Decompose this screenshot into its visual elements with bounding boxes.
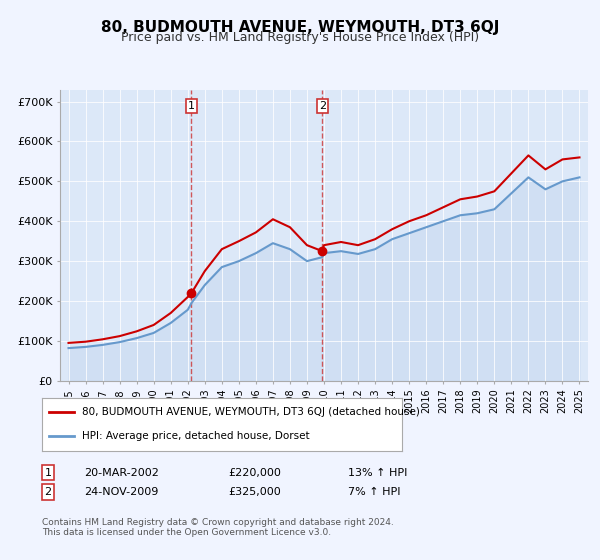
Text: £220,000: £220,000 — [228, 468, 281, 478]
Text: 2: 2 — [44, 487, 52, 497]
Text: Price paid vs. HM Land Registry's House Price Index (HPI): Price paid vs. HM Land Registry's House … — [121, 31, 479, 44]
Text: HPI: Average price, detached house, Dorset: HPI: Average price, detached house, Dors… — [82, 431, 309, 441]
Text: 20-MAR-2002: 20-MAR-2002 — [84, 468, 159, 478]
Text: Contains HM Land Registry data © Crown copyright and database right 2024.
This d: Contains HM Land Registry data © Crown c… — [42, 518, 394, 538]
Text: 80, BUDMOUTH AVENUE, WEYMOUTH, DT3 6QJ (detached house): 80, BUDMOUTH AVENUE, WEYMOUTH, DT3 6QJ (… — [82, 408, 419, 418]
Text: 1: 1 — [44, 468, 52, 478]
Text: 2: 2 — [319, 101, 326, 111]
Text: 80, BUDMOUTH AVENUE, WEYMOUTH, DT3 6QJ: 80, BUDMOUTH AVENUE, WEYMOUTH, DT3 6QJ — [101, 20, 499, 35]
Text: 24-NOV-2009: 24-NOV-2009 — [84, 487, 158, 497]
Text: £325,000: £325,000 — [228, 487, 281, 497]
Text: 7% ↑ HPI: 7% ↑ HPI — [348, 487, 401, 497]
Text: 1: 1 — [188, 101, 195, 111]
Text: 13% ↑ HPI: 13% ↑ HPI — [348, 468, 407, 478]
